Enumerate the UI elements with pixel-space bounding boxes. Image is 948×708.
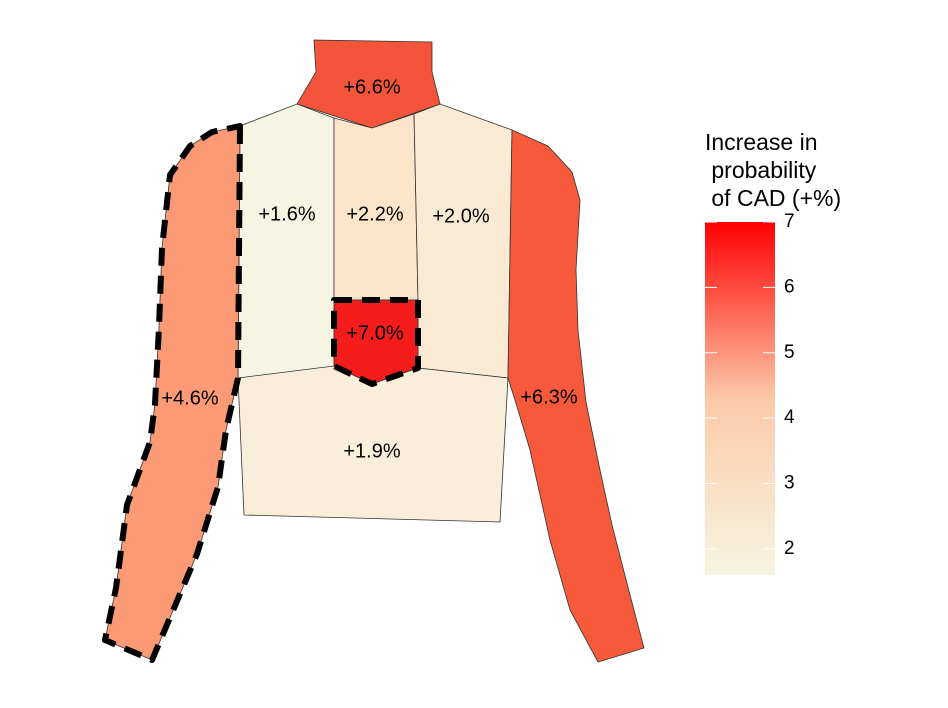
highlight-chest-center (331, 297, 421, 387)
label-upper-center: +2.2% (346, 203, 403, 225)
legend-title-line-3: of CAD (+%) (705, 185, 841, 211)
label-upper-left: +1.6% (258, 203, 315, 225)
highlight-left-arm (102, 123, 243, 663)
legend-ticks: 2 3 4 5 6 7 (705, 211, 795, 559)
label-chest-center: +7.0% (346, 322, 403, 344)
legend-tick-label: 7 (784, 211, 795, 232)
region-neck (296, 39, 441, 129)
legend-tick-label: 5 (784, 342, 795, 363)
legend-title-line-1: Increase in (705, 129, 818, 155)
region-upper-left (237, 103, 335, 379)
legend: Increase in probability of CAD (+%) 2 3 4 5… (705, 129, 841, 575)
body-map (104, 39, 645, 663)
highlight-outlines (102, 123, 421, 663)
legend-title-line-2: probability (705, 157, 817, 183)
legend-tick-label: 6 (784, 276, 795, 297)
label-upper-right: +2.0% (432, 205, 489, 227)
label-lower-torso: +1.9% (343, 440, 400, 462)
legend-colorbar (705, 222, 775, 575)
region-right-arm (507, 129, 645, 663)
legend-tick-label: 2 (784, 538, 795, 559)
region-upper-right (413, 103, 513, 379)
label-neck: +6.6% (343, 76, 400, 98)
label-left-arm: +4.6% (161, 387, 218, 409)
region-labels: +6.6% +1.6% +2.2% +2.0% +7.0% +1.9% +4.6… (161, 76, 577, 462)
label-right-arm: +6.3% (520, 386, 577, 408)
legend-tick-label: 3 (784, 472, 795, 493)
legend-tick-label: 4 (784, 407, 795, 428)
